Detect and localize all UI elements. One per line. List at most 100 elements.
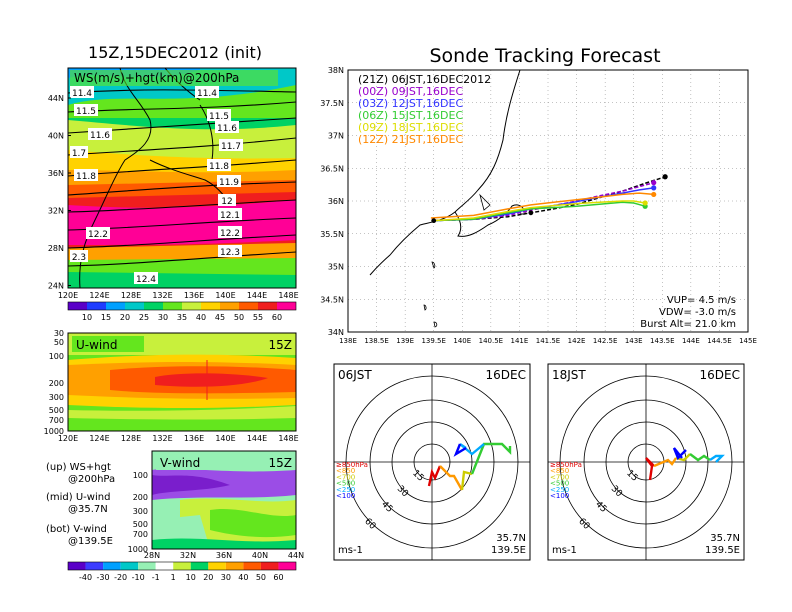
hodo-wind-trace [672, 447, 687, 461]
contour-label: 11.9 [219, 178, 239, 188]
v-colorbar-tick: 50 [256, 573, 266, 582]
v-colorbar-swatch [85, 562, 104, 570]
hodo-wind-trace [453, 443, 467, 457]
track-lat-tick: 37.5N [320, 99, 344, 108]
track-legend-entry: (00Z) 09JST,16DEC [358, 85, 463, 98]
v-wind-title: V-wind [160, 456, 200, 470]
v-colorbar-swatch [173, 562, 191, 570]
hodograph-right: 18JST 16DEC 35.7N 139.5E ms-1 15304560≥8… [547, 363, 745, 561]
v-wind-x-tick: 36N [216, 551, 232, 560]
map-title: 15Z,15DEC2012 (init) [88, 43, 262, 62]
track-lon-tick: 140.5E [479, 337, 503, 345]
u-wind-x-tick: 120E [58, 434, 78, 443]
v-colorbar-swatch [278, 562, 296, 570]
hodo-wind-trace [689, 453, 711, 462]
ws-colorbar-tick: 20 [120, 313, 130, 322]
contour-label: 12.1 [220, 211, 240, 221]
v-colorbar-swatch [243, 562, 261, 570]
ws-colorbar-swatch [201, 302, 220, 310]
hodo-level-label: <250 [336, 486, 355, 494]
u-wind-x-tick: 132E [152, 434, 172, 443]
contour-label: 1.7 [72, 149, 86, 159]
v-wind-x-tick: 40N [252, 551, 268, 560]
track-end-point [651, 180, 657, 186]
track-legend-entry: (21Z) 06JST,16DEC2012 [358, 73, 491, 86]
track-lon-tick: 142.5E [593, 337, 617, 345]
ws-colorbar-tick: 60 [272, 313, 282, 322]
track-lat-tick: 34.5N [320, 295, 344, 304]
contour-label: 11.5 [76, 107, 96, 117]
u-wind-x-tick: 124E [89, 434, 109, 443]
map-lon-tick: 148E [278, 291, 298, 300]
track-lon-tick: 141E [511, 337, 529, 345]
map-lon-tick: 136E [184, 291, 204, 300]
v-colorbar-swatch [138, 562, 156, 570]
contour-label: 11.5 [209, 112, 229, 122]
track-lat-tick: 35.5N [320, 230, 344, 239]
hodo-wind-trace [709, 454, 725, 463]
ws-colorbar-tick: 45 [215, 313, 225, 322]
hodo-level-label: <100 [550, 492, 569, 500]
track-lon-tick: 138.5E [364, 337, 388, 345]
map-lon-tick: 124E [89, 291, 109, 300]
u-wind-y-tick: 50 [54, 338, 64, 347]
u-wind-x-tick: 136E [184, 434, 204, 443]
map-lat-tick: 28N [48, 244, 64, 253]
ws-colorbar-tick: 25 [139, 313, 149, 322]
panel-notes: (up) WS+hgt @200hPa (mid) U-wind @35.7N … [46, 462, 115, 547]
v-colorbar-tick: 20 [203, 573, 213, 582]
hodo-wind-trace [470, 442, 512, 475]
contour-label: 12 [221, 197, 232, 207]
vdw-text: VDW= -3.0 m/s [659, 307, 736, 318]
ws-colorbar-swatch [144, 302, 163, 310]
v-wind-time: 15Z [269, 456, 293, 470]
ws-colorbar-swatch [87, 302, 106, 310]
v-colorbar-swatch [103, 562, 121, 570]
v-colorbar-tick: 10 [186, 573, 196, 582]
track-params: VUP= 4.5 m/s VDW= -3.0 m/s Burst Alt= 21… [640, 295, 736, 330]
ws-colorbar-swatch [182, 302, 201, 310]
u-wind-x-tick: 140E [215, 434, 235, 443]
ws-colorbar-swatch [68, 302, 87, 310]
track-legend-entry: (09Z) 18JST,16DEC [358, 121, 463, 134]
v-colorbar: -40 -30 -20 -10 -1 1 10 20 30 40 50 60 [67, 561, 297, 582]
contour-label: 11.6 [217, 124, 237, 134]
map-lat-tick: 40N [48, 132, 64, 141]
hodo-wind-trace [460, 470, 473, 491]
contour-label: 12.2 [88, 230, 108, 240]
hodo-level-label: <700 [550, 473, 569, 481]
track-lon-tick: 141.5E [536, 337, 560, 345]
burst-alt-text: Burst Alt= 21.0 km [640, 319, 736, 330]
track-series-line [433, 201, 646, 222]
v-colorbar-tick: -20 [114, 573, 127, 582]
contour-label: 11.7 [221, 142, 241, 152]
v-wind-y-tick: 700 [133, 530, 148, 539]
ws-colorbar-tick: 30 [158, 313, 168, 322]
note-mid-line2: @35.7N [68, 504, 108, 515]
v-wind-y-tick: 1000 [128, 545, 148, 554]
v-wind-x-tick: 44N [288, 551, 304, 560]
coastline [369, 69, 526, 276]
note-up-line1: (up) WS+hgt [46, 462, 111, 473]
u-wind-title: U-wind [76, 338, 117, 352]
hodo-left-time: 06JST [338, 368, 372, 382]
map-lat-axis: 44N 40N 36N 32N 28N 24N [48, 94, 71, 291]
hodo-right-lon: 139.5E [705, 545, 740, 556]
launch-point [431, 218, 437, 224]
hodo-right-unit: ms-1 [552, 545, 577, 556]
v-colorbar-tick: -40 [79, 573, 92, 582]
hodo-level-label: <700 [336, 473, 355, 481]
map-lon-axis: 120E 124E 128E 132E 136E 140E 144E 148E [58, 291, 299, 300]
u-wind-y-tick: 300 [49, 393, 64, 402]
u-wind-x-tick: 144E [247, 434, 267, 443]
track-lat-tick: 37N [328, 132, 344, 141]
track-end-point [662, 174, 668, 180]
v-colorbar-swatch [120, 562, 139, 570]
track-lat-tick: 36.5N [320, 164, 344, 173]
u-wind-y-tick: 1000 [44, 427, 64, 436]
track-lon-tick: 143.5E [650, 337, 674, 345]
ws-colorbar-swatch [106, 302, 125, 310]
v-wind-y-tick: 500 [133, 520, 148, 529]
